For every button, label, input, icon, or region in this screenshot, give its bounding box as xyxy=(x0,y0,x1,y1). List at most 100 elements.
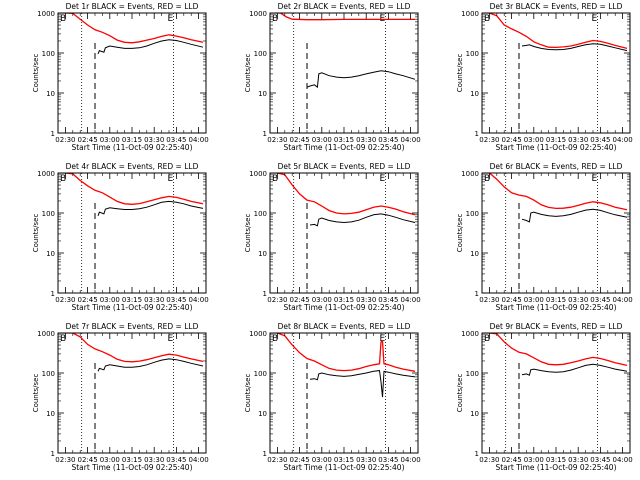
series-events-line xyxy=(521,363,628,376)
x-axis-label: Start Time (11-Oct-09 02:25:40) xyxy=(71,463,192,472)
x-tick-label: 03:45 xyxy=(590,296,610,304)
x-tick-label: 03:30 xyxy=(356,456,376,464)
x-tick-label: 02:30 xyxy=(55,296,75,304)
x-tick-label: 03:15 xyxy=(546,456,566,464)
x-tick-label: 03:00 xyxy=(100,296,120,304)
series-group xyxy=(482,173,628,223)
x-tick-label: 03:15 xyxy=(334,296,354,304)
series-group xyxy=(482,333,628,376)
series-group xyxy=(58,173,204,216)
series-lld-line xyxy=(482,13,628,50)
x-tick-label: 02:45 xyxy=(290,136,310,144)
x-tick-label: 04:00 xyxy=(401,296,421,304)
end-marker-label: E xyxy=(167,174,173,184)
y-tick-label: 1 xyxy=(263,130,267,138)
x-tick-label: 03:30 xyxy=(144,136,164,144)
series-group xyxy=(58,333,204,372)
y-axis-label: Counts/sec xyxy=(456,214,464,253)
y-tick-label: 100 xyxy=(466,370,479,378)
x-tick-label: 03:30 xyxy=(144,296,164,304)
x-tick-label: 03:45 xyxy=(166,136,186,144)
end-marker-label: E xyxy=(167,334,173,344)
x-tick-label: 03:15 xyxy=(546,136,566,144)
panel-title: Det 4r BLACK = Events, RED = LLD xyxy=(66,162,199,171)
series-events-line xyxy=(521,208,628,223)
x-tick-label: 03:45 xyxy=(378,136,398,144)
y-tick-label: 10 xyxy=(258,250,267,258)
begin-marker-label: B xyxy=(272,334,278,344)
y-tick-label: 1000 xyxy=(37,330,55,338)
x-tick-label: 03:45 xyxy=(166,456,186,464)
y-tick-label: 1 xyxy=(51,450,55,458)
x-axis-label: Start Time (11-Oct-09 02:25:40) xyxy=(495,463,616,472)
panel-title: Det 1r BLACK = Events, RED = LLD xyxy=(66,2,199,11)
x-tick-label: 02:45 xyxy=(290,456,310,464)
x-tick-label: 02:45 xyxy=(502,136,522,144)
series-events-line xyxy=(521,43,628,52)
y-tick-label: 1 xyxy=(51,130,55,138)
y-axis-label: Counts/sec xyxy=(32,214,40,253)
y-tick-label: 10 xyxy=(470,90,479,98)
y-tick-label: 1000 xyxy=(461,330,479,338)
end-marker-label: E xyxy=(167,14,173,24)
y-tick-label: 100 xyxy=(254,50,267,58)
y-tick-label: 1 xyxy=(263,290,267,298)
y-tick-label: 10 xyxy=(46,90,55,98)
y-tick-label: 1 xyxy=(475,130,479,138)
y-tick-label: 100 xyxy=(42,50,55,58)
series-events-line xyxy=(306,70,416,89)
begin-marker-label: B xyxy=(60,174,66,184)
series-lld-line xyxy=(58,333,204,363)
x-tick-label: 02:45 xyxy=(290,296,310,304)
series-lld-line xyxy=(482,333,628,367)
x-tick-label: 03:00 xyxy=(524,296,544,304)
y-tick-label: 10 xyxy=(470,410,479,418)
y-axis-label: Counts/sec xyxy=(456,54,464,93)
x-tick-label: 02:30 xyxy=(267,296,287,304)
series-lld-line xyxy=(270,333,416,372)
y-tick-label: 10 xyxy=(46,250,55,258)
y-tick-label: 10 xyxy=(46,410,55,418)
x-tick-label: 03:15 xyxy=(122,136,142,144)
y-axis-label: Counts/sec xyxy=(244,214,252,253)
end-marker-label: E xyxy=(591,334,597,344)
y-tick-label: 100 xyxy=(42,370,55,378)
x-tick-label: 03:30 xyxy=(568,296,588,304)
x-tick-label: 03:15 xyxy=(122,296,142,304)
x-tick-label: 03:45 xyxy=(590,136,610,144)
y-tick-label: 100 xyxy=(254,370,267,378)
panel-title: Det 5r BLACK = Events, RED = LLD xyxy=(278,162,411,171)
y-tick-label: 10 xyxy=(470,250,479,258)
end-marker-label: E xyxy=(591,14,597,24)
begin-marker-label: B xyxy=(272,174,278,184)
y-tick-label: 1000 xyxy=(37,10,55,18)
series-events-line xyxy=(97,39,204,55)
series-group xyxy=(270,333,416,398)
x-tick-label: 02:30 xyxy=(55,136,75,144)
series-group xyxy=(270,13,416,89)
x-tick-label: 03:45 xyxy=(166,296,186,304)
series-lld-line xyxy=(270,13,415,21)
x-tick-label: 03:30 xyxy=(568,456,588,464)
x-tick-label: 03:00 xyxy=(100,136,120,144)
y-axis-label: Counts/sec xyxy=(244,374,252,413)
x-tick-label: 03:45 xyxy=(378,456,398,464)
series-lld-line xyxy=(270,173,416,216)
panel-title: Det 8r BLACK = Events, RED = LLD xyxy=(278,322,411,331)
x-axis-label: Start Time (11-Oct-09 02:25:40) xyxy=(283,143,404,152)
y-tick-label: 1 xyxy=(263,450,267,458)
x-tick-label: 03:00 xyxy=(100,456,120,464)
y-tick-label: 100 xyxy=(466,210,479,218)
series-events-line xyxy=(309,370,416,398)
x-tick-label: 03:00 xyxy=(524,456,544,464)
x-tick-label: 03:00 xyxy=(312,456,332,464)
y-tick-label: 1000 xyxy=(249,10,267,18)
x-tick-label: 03:15 xyxy=(334,456,354,464)
